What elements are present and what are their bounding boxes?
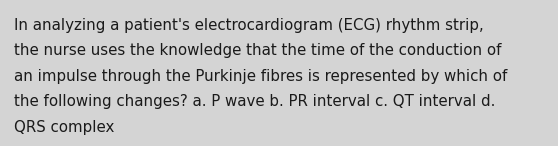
- Text: the following changes? a. P wave b. PR interval c. QT interval d.: the following changes? a. P wave b. PR i…: [14, 94, 496, 109]
- Text: the nurse uses the knowledge that the time of the conduction of: the nurse uses the knowledge that the ti…: [14, 43, 502, 58]
- Text: In analyzing a patient's electrocardiogram (ECG) rhythm strip,: In analyzing a patient's electrocardiogr…: [14, 18, 484, 33]
- Text: QRS complex: QRS complex: [14, 120, 114, 135]
- Text: an impulse through the Purkinje fibres is represented by which of: an impulse through the Purkinje fibres i…: [14, 69, 507, 84]
